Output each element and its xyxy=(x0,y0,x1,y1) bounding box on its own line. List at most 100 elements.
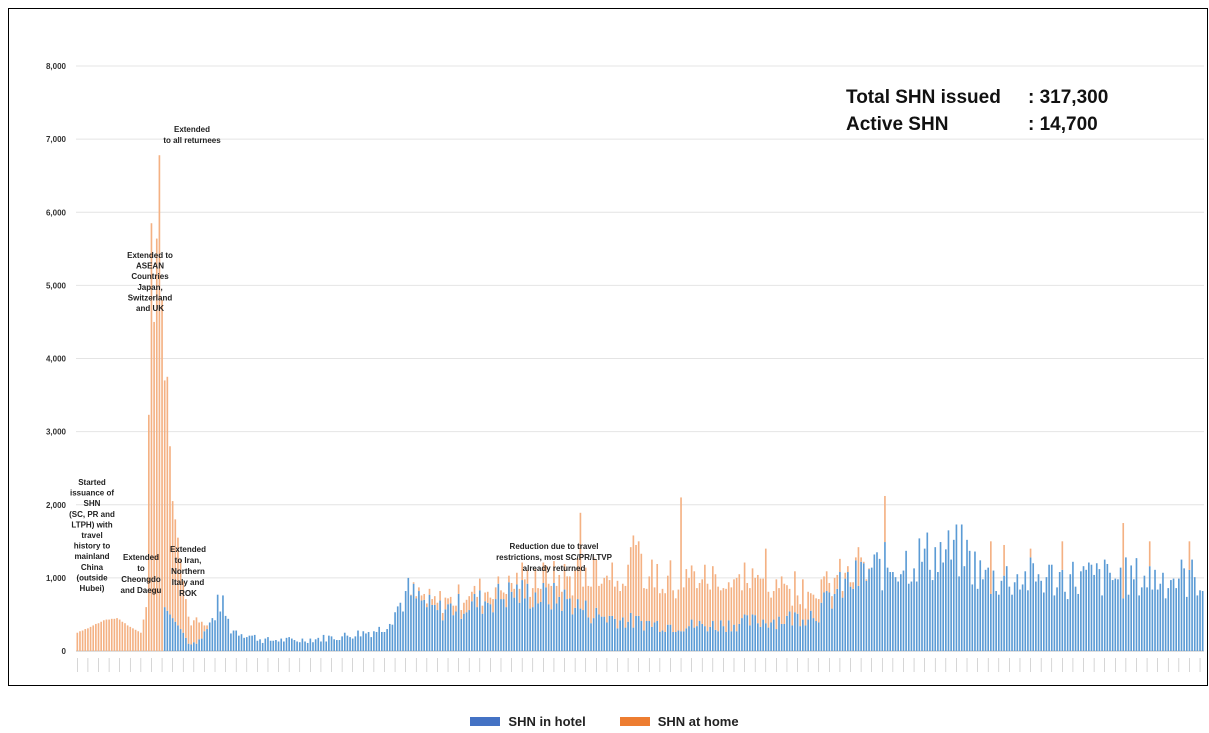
bar-hotel xyxy=(1106,563,1109,651)
bar-home xyxy=(788,588,791,612)
y-tick-label: 6,000 xyxy=(46,208,67,217)
bar-hotel xyxy=(465,612,468,651)
bar-hotel xyxy=(182,632,185,651)
bar-home xyxy=(709,589,711,627)
bar-home xyxy=(799,604,802,627)
bar-hotel xyxy=(277,641,280,651)
annotation-line: (outside xyxy=(76,573,108,582)
bar-hotel xyxy=(410,595,412,651)
annotation-line: Reduction due to travel xyxy=(510,542,599,551)
annotation-line: ASEAN xyxy=(136,262,164,271)
bar-hotel xyxy=(600,616,603,651)
bar-hotel xyxy=(320,641,322,651)
bar-hotel xyxy=(860,561,862,651)
bar-home xyxy=(84,629,87,651)
bar-hotel xyxy=(651,626,653,651)
bar-home xyxy=(990,541,992,594)
bar-home xyxy=(526,569,529,584)
annotation-line: Extended xyxy=(174,125,210,134)
total-value: : 317,300 xyxy=(1028,87,1109,108)
bar-hotel xyxy=(637,615,640,651)
bar-home xyxy=(706,583,709,632)
bar-hotel xyxy=(359,636,362,651)
bar-home xyxy=(447,598,449,605)
bar-home xyxy=(431,599,433,605)
bar-hotel xyxy=(293,640,296,651)
bar-hotel xyxy=(539,602,542,651)
bar-hotel xyxy=(624,627,627,651)
annotation-line: history to xyxy=(74,542,111,551)
bar-hotel xyxy=(375,631,378,651)
bar-home xyxy=(179,559,182,630)
bar-hotel xyxy=(214,620,216,651)
bar-hotel xyxy=(447,604,449,651)
bar-hotel xyxy=(931,580,934,651)
annotation-line: issuance of xyxy=(70,489,114,498)
bar-hotel xyxy=(208,622,211,651)
bar-home xyxy=(645,588,648,622)
bar-home xyxy=(190,625,193,645)
legend-swatch-hotel xyxy=(470,717,501,726)
bar-home xyxy=(833,577,836,594)
bar-home xyxy=(584,567,587,601)
bar-home xyxy=(457,584,460,594)
bar-hotel xyxy=(786,615,788,651)
bar-hotel xyxy=(1114,578,1117,651)
bar-hotel xyxy=(452,615,455,651)
bar-home xyxy=(428,588,431,595)
bar-hotel xyxy=(987,567,990,651)
y-tick-labels: 0 1,000 2,000 3,000 4,000 5,000 6,000 7,000 8,00… xyxy=(46,62,67,656)
y-tick-label: 2,000 xyxy=(46,501,67,510)
bar-hotel xyxy=(510,591,513,651)
bar-hotel xyxy=(1032,563,1035,651)
bar-hotel xyxy=(1050,564,1053,651)
bar-home xyxy=(182,581,185,633)
bar-home xyxy=(656,563,659,622)
y-tick-label: 1,000 xyxy=(46,574,67,583)
bar-hotel xyxy=(314,639,317,651)
bar-hotel xyxy=(849,586,852,651)
bar-home xyxy=(598,585,600,615)
bar-hotel xyxy=(328,635,330,651)
bar-hotel xyxy=(563,589,566,651)
bar-home xyxy=(590,586,592,624)
bar-hotel xyxy=(238,635,240,651)
bar-home xyxy=(121,621,124,651)
bar-home xyxy=(110,618,113,651)
bar-home xyxy=(171,501,174,619)
bar-home xyxy=(783,583,786,624)
bar-hotel xyxy=(245,637,248,651)
bar-home xyxy=(796,595,799,614)
bar-hotel xyxy=(603,616,606,651)
bar-hotel xyxy=(177,625,179,651)
bar-hotel xyxy=(632,627,635,651)
bar-home xyxy=(741,590,743,619)
bar-hotel xyxy=(1148,566,1151,651)
bar-hotel xyxy=(809,610,812,651)
bar-home xyxy=(433,596,436,605)
bar-hotel xyxy=(942,562,945,651)
bar-hotel xyxy=(1085,569,1087,651)
bar-home xyxy=(635,544,637,616)
bar-home xyxy=(473,585,476,594)
y-tick-label: 7,000 xyxy=(46,135,67,144)
bar-hotel xyxy=(383,631,386,651)
bar-hotel xyxy=(267,637,269,651)
bar-hotel xyxy=(394,612,396,651)
bar-hotel xyxy=(1082,566,1085,651)
bar-home xyxy=(836,574,839,589)
bar-hotel xyxy=(653,622,656,651)
bar-hotel xyxy=(587,617,590,651)
bar-hotel xyxy=(1138,595,1140,651)
annotation-line: Japan, xyxy=(137,283,162,292)
bar-hotel xyxy=(627,621,629,651)
bar-hotel xyxy=(290,638,293,651)
bar-hotel xyxy=(1003,575,1005,651)
bar-hotel xyxy=(664,631,666,651)
bar-hotel xyxy=(256,640,259,651)
annotation-line: Countries xyxy=(131,272,169,281)
annotation-line: LTPH) with xyxy=(71,520,112,529)
bar-home xyxy=(203,625,206,632)
bar-hotel xyxy=(460,618,463,651)
bar-hotel xyxy=(402,611,404,651)
